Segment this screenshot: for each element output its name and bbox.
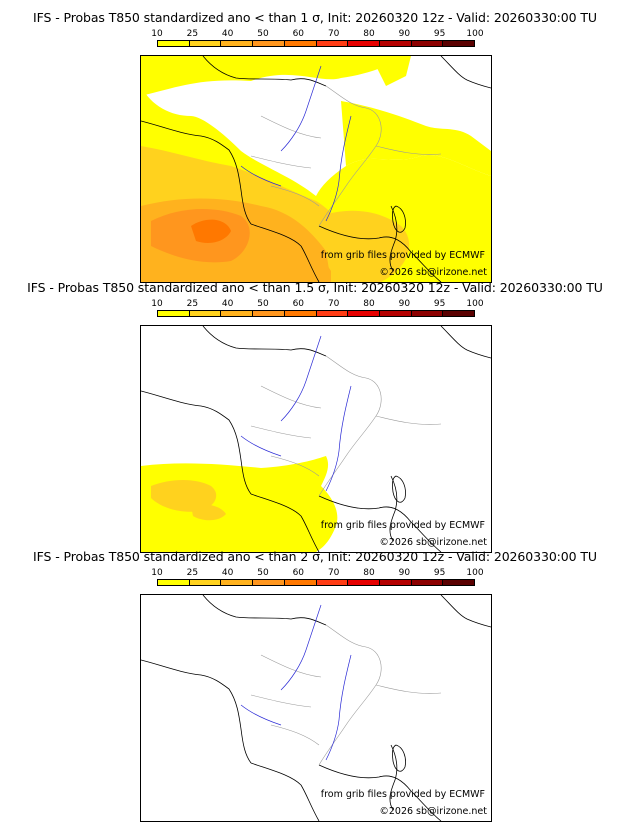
scale-label: 40 <box>221 299 234 309</box>
scale-label: 10 <box>151 568 163 578</box>
rivers <box>240 335 352 492</box>
probability-color-scale: 10 25 40 50 60 70 80 90 95 100 <box>151 568 484 588</box>
scale-swatch <box>379 311 412 316</box>
scale-label: 95 <box>433 29 446 39</box>
scale-swatch <box>189 311 222 316</box>
coastline <box>141 595 491 821</box>
scale-swatch <box>316 580 349 585</box>
scale-label: 50 <box>257 299 269 309</box>
scale-swatch <box>411 311 444 316</box>
scale-swatch <box>158 41 190 46</box>
scale-label: 80 <box>363 29 375 39</box>
scale-swatch <box>379 41 412 46</box>
panel-title: IFS - Probas T850 standardized ano < tha… <box>33 10 597 25</box>
panel-title: IFS - Probas T850 standardized ano < tha… <box>33 549 597 564</box>
probability-color-scale: 10 25 40 50 60 70 80 90 95 100 <box>151 299 484 319</box>
data-source-credit: from grib files provided by ECMWF <box>320 250 485 261</box>
scale-swatch <box>443 41 475 46</box>
scale-swatch <box>284 41 317 46</box>
probability-field <box>141 56 491 282</box>
probability-map: from grib files provided by ECMWF ©2026 … <box>140 594 492 822</box>
data-source-credit: from grib files provided by ECMWF <box>320 520 485 531</box>
scale-label: 80 <box>363 568 375 578</box>
scale-bar <box>157 40 475 47</box>
corsica-island <box>392 744 406 772</box>
scale-swatch <box>284 580 317 585</box>
probability-field <box>141 456 338 552</box>
scale-label: 50 <box>257 29 269 39</box>
scale-label: 90 <box>398 29 411 39</box>
country-borders <box>250 624 442 766</box>
scale-label: 50 <box>257 568 269 578</box>
scale-swatch <box>158 580 190 585</box>
corsica-island <box>392 205 406 233</box>
scale-swatch <box>221 311 254 316</box>
coastline <box>141 56 491 282</box>
probability-map: from grib files provided by ECMWF ©2026 … <box>140 55 492 283</box>
corsica-island <box>392 475 406 503</box>
scale-label: 60 <box>292 568 305 578</box>
data-source-credit: from grib files provided by ECMWF <box>320 789 485 800</box>
map-panel-2: IFS - Probas T850 standardized ano < tha… <box>0 278 630 554</box>
scale-label: 40 <box>221 568 234 578</box>
scale-swatch <box>443 311 475 316</box>
map-panel-1: IFS - Probas T850 standardized ano < tha… <box>0 8 630 284</box>
copyright-credit: ©2026 sb@irizone.net <box>379 267 487 278</box>
scale-label: 60 <box>292 299 305 309</box>
scale-bar <box>157 310 475 317</box>
scale-bar <box>157 579 475 586</box>
scale-swatch <box>284 311 317 316</box>
scale-label: 25 <box>186 29 199 39</box>
scale-swatch <box>158 311 190 316</box>
scale-swatch <box>316 311 349 316</box>
map-panel-3: IFS - Probas T850 standardized ano < tha… <box>0 547 630 823</box>
scale-swatch <box>189 41 222 46</box>
scale-label: 60 <box>292 29 305 39</box>
scale-label: 100 <box>466 568 484 578</box>
scale-label: 25 <box>186 299 199 309</box>
coastline <box>141 326 491 552</box>
copyright-credit: ©2026 sb@irizone.net <box>379 806 487 817</box>
scale-label: 90 <box>398 299 411 309</box>
scale-swatch <box>189 580 222 585</box>
scale-label: 70 <box>327 29 340 39</box>
scale-swatch <box>221 580 254 585</box>
probability-map: from grib files provided by ECMWF ©2026 … <box>140 325 492 553</box>
scale-swatch <box>221 41 254 46</box>
scale-swatch <box>379 580 412 585</box>
copyright-credit: ©2026 sb@irizone.net <box>379 537 487 548</box>
scale-swatch <box>253 311 285 316</box>
scale-label: 25 <box>186 568 199 578</box>
scale-swatch <box>411 580 444 585</box>
panel-title: IFS - Probas T850 standardized ano < tha… <box>27 280 603 295</box>
scale-swatch <box>253 41 285 46</box>
country-borders <box>250 355 442 497</box>
scale-label: 100 <box>466 299 484 309</box>
scale-label: 100 <box>466 29 484 39</box>
scale-swatch <box>443 580 475 585</box>
scale-label: 95 <box>433 568 446 578</box>
scale-label: 80 <box>363 299 375 309</box>
probability-color-scale: 10 25 40 50 60 70 80 90 95 100 <box>151 29 484 49</box>
scale-swatch <box>348 41 380 46</box>
scale-swatch <box>348 580 380 585</box>
country-borders <box>250 85 442 227</box>
scale-swatch <box>411 41 444 46</box>
scale-label: 70 <box>327 299 340 309</box>
scale-label: 10 <box>151 299 163 309</box>
scale-swatch <box>348 311 380 316</box>
scale-label: 40 <box>221 29 234 39</box>
scale-swatch <box>253 580 285 585</box>
scale-label: 95 <box>433 299 446 309</box>
rivers <box>240 604 352 761</box>
scale-label: 90 <box>398 568 411 578</box>
scale-swatch <box>316 41 349 46</box>
rivers <box>240 65 352 222</box>
scale-label: 10 <box>151 29 163 39</box>
scale-label: 70 <box>327 568 340 578</box>
